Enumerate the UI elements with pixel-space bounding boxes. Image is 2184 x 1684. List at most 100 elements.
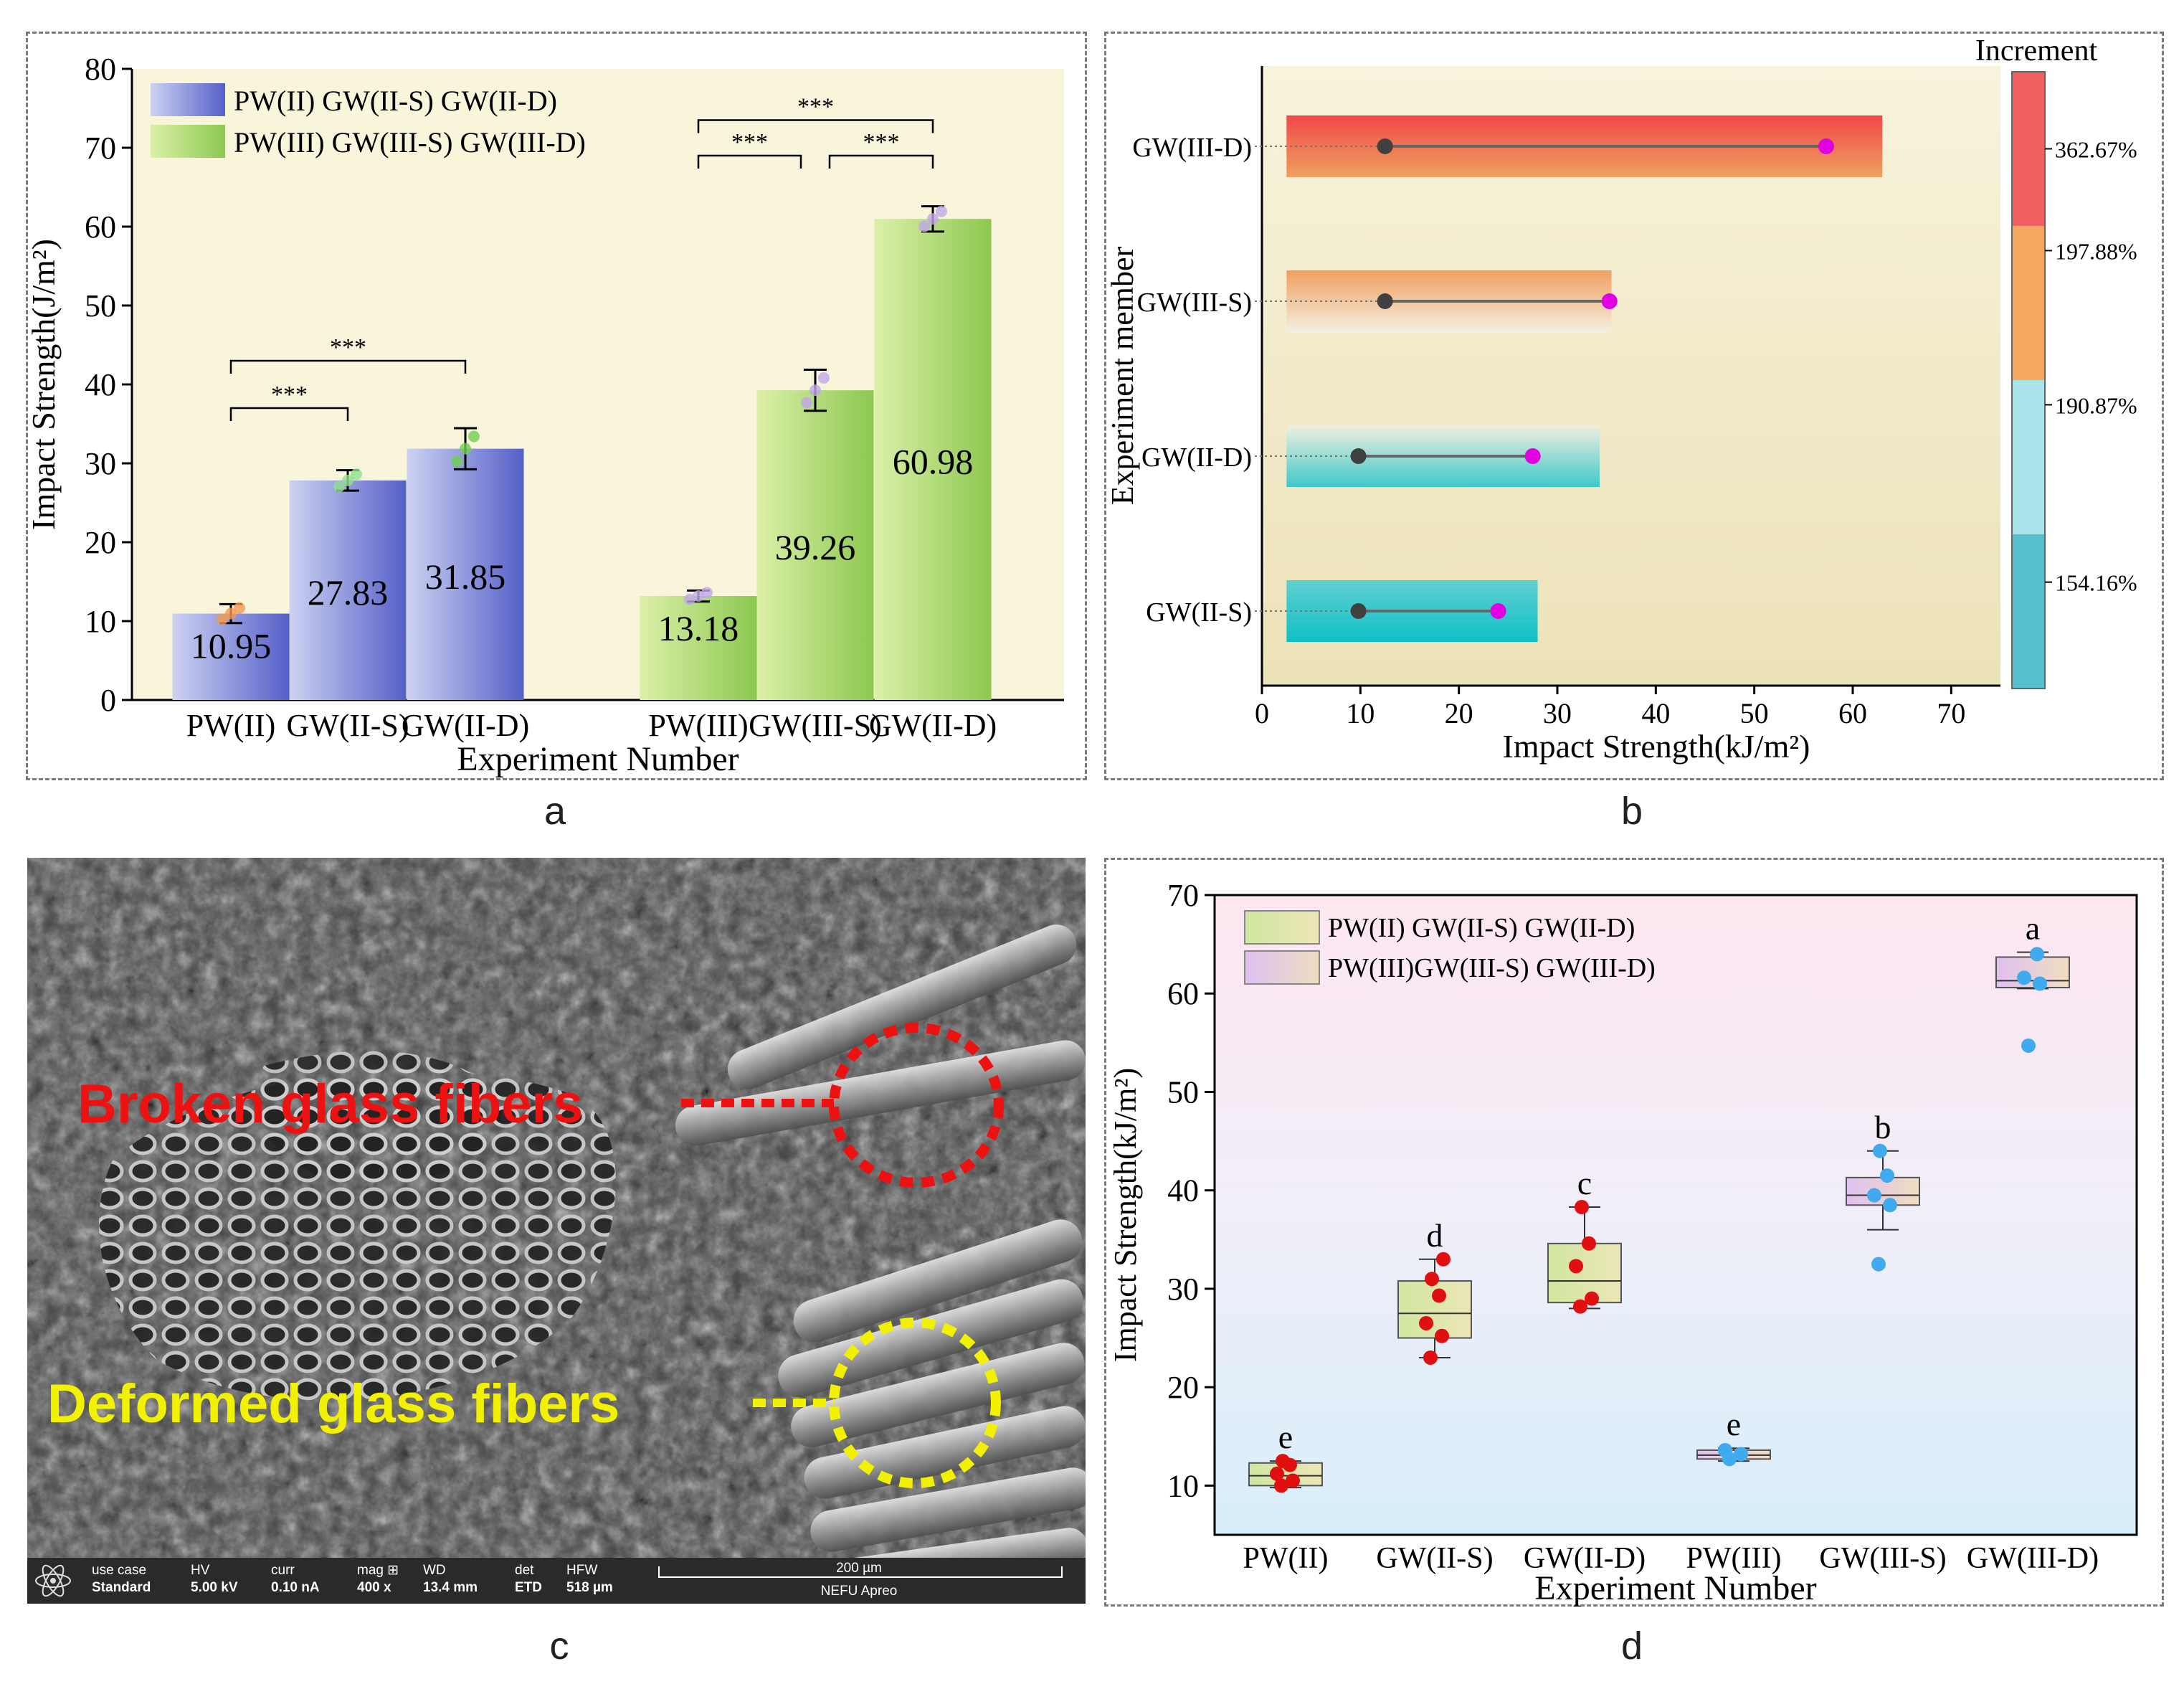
data-point — [1880, 1168, 1894, 1183]
sem-micrograph: Broken glass fibers Deformed glass fiber… — [27, 858, 1086, 1604]
data-point — [1734, 1447, 1748, 1462]
panel-b — [1104, 32, 2164, 780]
legend-swatch-group1 — [1244, 910, 1320, 945]
chart-a: 0 10 20 30 40 50 60 70 80 10.95 PW(II) 27.83 GW(II-S… — [26, 52, 1064, 778]
x-tick-label: GW(II-D) — [1524, 1542, 1646, 1575]
x-tick-label: 30 — [1543, 697, 1572, 729]
x-tick-label: PW(II) — [186, 708, 276, 743]
value-label: 31.85 — [425, 557, 506, 597]
significance-bracket — [229, 359, 467, 374]
colorbar-title: Increment — [1975, 34, 2098, 67]
significance-bracket — [828, 154, 934, 169]
x-axis-title: Experiment Number — [1534, 1569, 1816, 1607]
colorbar-segment — [2012, 72, 2045, 226]
plot-area — [1215, 895, 2137, 1535]
y-tick-label: GW(III-D) — [1132, 133, 1252, 163]
y-tick-label: 30 — [85, 446, 116, 481]
significance-label: *** — [797, 94, 834, 120]
data-point — [217, 613, 228, 625]
x-tick-label: GW(II-S) — [286, 708, 409, 743]
colorbar-segment — [2012, 226, 2045, 380]
value-label: 60.98 — [893, 442, 974, 482]
panel-d — [1104, 858, 2164, 1607]
x-tick-label: GW(III-D) — [1967, 1542, 2099, 1575]
data-point — [1435, 1328, 1449, 1343]
colorbar-segment — [2012, 534, 2045, 689]
label-deformed-glass-fibers: Deformed glass fibers — [47, 1373, 620, 1434]
label-broken-glass-fibers: Broken glass fibers — [77, 1074, 584, 1135]
data-point — [234, 602, 245, 614]
data-point — [460, 443, 471, 455]
y-axis-title: Impact Strength(kJ/m²) — [1108, 1068, 1143, 1362]
legend-label-group1: PW(II) GW(II-S) GW(II-D) — [234, 85, 557, 117]
data-point — [1573, 1299, 1587, 1314]
end-dot — [1818, 138, 1834, 154]
y-tick-label: 50 — [1167, 1074, 1199, 1110]
legend-label-group1: PW(II) GW(II-S) GW(II-D) — [1328, 913, 1635, 943]
legend-swatch-group1 — [151, 83, 225, 116]
data-point — [2033, 976, 2047, 991]
y-tick-label: GW(II-D) — [1141, 443, 1252, 473]
y-tick-label: 70 — [85, 131, 116, 166]
y-tick-label: GW(III-S) — [1137, 288, 1252, 318]
box — [1547, 1242, 1622, 1304]
y-tick-label: 40 — [1167, 1173, 1199, 1208]
significance-letter: a — [2026, 910, 2040, 947]
significance-label: *** — [330, 334, 366, 361]
colorbar-label: 190.87% — [2055, 392, 2137, 418]
data-point — [1867, 1188, 1881, 1203]
data-point — [1432, 1288, 1446, 1303]
scale-bar — [658, 1566, 1063, 1578]
colorbar-label: 197.88% — [2055, 238, 2137, 264]
x-tick-label: 10 — [1346, 697, 1375, 729]
data-point — [1274, 1478, 1288, 1493]
data-point — [1569, 1259, 1583, 1274]
data-point — [936, 205, 947, 217]
footer-wd: WD 13.4 mm — [423, 1563, 478, 1595]
significance-letter: e — [1727, 1406, 1741, 1442]
data-point — [1270, 1466, 1284, 1481]
y-tick-label: 20 — [1167, 1370, 1199, 1405]
x-tick-label: 0 — [1255, 697, 1269, 729]
footer-hv: HV 5.00 kV — [191, 1563, 238, 1595]
colorbar-label: 154.16% — [2055, 570, 2137, 596]
panel-label-d: d — [1620, 1624, 1643, 1668]
x-axis-title: Experiment Number — [457, 740, 739, 778]
bar — [756, 390, 874, 700]
footer-curr: curr 0.10 nA — [271, 1563, 320, 1595]
value-label: 39.26 — [775, 527, 856, 567]
data-point — [927, 213, 939, 225]
x-tick-label: GW(III-S) — [1819, 1542, 1946, 1575]
data-point — [1585, 1291, 1599, 1306]
instrument-name: NEFU Apreo — [820, 1584, 898, 1599]
y-tick-label: 80 — [85, 52, 116, 87]
y-tick-label: 60 — [85, 209, 116, 245]
footer-det: det ETD — [515, 1563, 542, 1595]
data-point — [1871, 1257, 1886, 1272]
x-tick-label: GW(II-D) — [869, 708, 997, 743]
data-point — [684, 593, 695, 605]
start-dot — [1350, 448, 1367, 464]
significance-label: *** — [863, 129, 900, 156]
data-point — [333, 481, 345, 493]
colorbar-frame — [2011, 71, 2046, 689]
data-point — [225, 607, 237, 620]
significance-bracket — [697, 154, 802, 169]
y-tick-label: 60 — [1167, 976, 1199, 1011]
data-point — [2017, 970, 2031, 985]
legend-swatch-group2 — [151, 125, 225, 158]
colorbar-segment — [2012, 380, 2045, 534]
data-point — [1718, 1442, 1732, 1457]
footer-use-case: use case Standard — [92, 1563, 151, 1595]
bar — [407, 448, 524, 700]
scale-bar-label: 200 µm — [836, 1561, 882, 1576]
bar — [874, 219, 992, 701]
significance-bracket — [697, 119, 934, 133]
atom-icon — [35, 1564, 71, 1597]
y-axis-title: Impact Strength(J/m²) — [26, 239, 62, 530]
colorbar-label: 362.67% — [2055, 137, 2137, 163]
sem-info-bar: use case Standard HV 5.00 kV curr 0.10 nA m… — [27, 1558, 1086, 1604]
data-point — [701, 587, 713, 599]
data-point — [693, 590, 704, 602]
data-point — [342, 474, 353, 486]
